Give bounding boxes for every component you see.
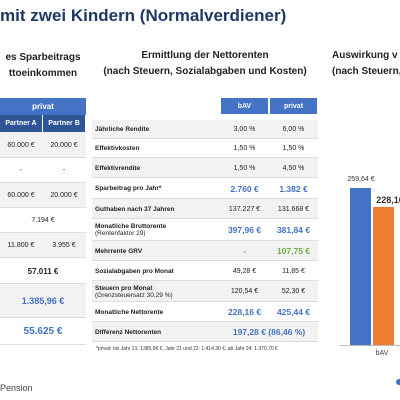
row-bg <box>92 322 318 342</box>
group-header: privat <box>0 98 86 115</box>
cell: 107,75 € <box>276 246 311 256</box>
row-bg <box>92 158 318 178</box>
row-bg <box>92 199 318 219</box>
footnote: *privat: bis Jahr 21: 1385,96 €, Jahr 21… <box>96 346 278 352</box>
label-text: Sozialabgaben pro Monat <box>95 267 174 275</box>
cell: - <box>19 167 23 174</box>
row-bg <box>0 158 86 183</box>
cell: - <box>243 246 246 256</box>
cell: 11.800 € <box>7 242 35 249</box>
bar-label: 228,16 <box>376 195 400 206</box>
heading: (nach Steuern, <box>332 66 400 77</box>
label-text: Steuern pro Monat <box>95 284 153 292</box>
label-sub: (Rentenfaktor 29) <box>95 230 146 237</box>
heading: Auswirkung v <box>332 50 398 61</box>
column-header: bAV <box>221 98 268 114</box>
row-bg <box>92 281 318 302</box>
row-label: Monatliche Nettorente <box>95 302 219 322</box>
x-label: bAV <box>375 350 389 357</box>
label-text: Effektivkosten <box>95 145 140 152</box>
row-label: Sparbeitrag pro Jahr* <box>95 178 219 199</box>
column-header: Partner B <box>43 115 85 132</box>
row-label: Monatliche Bruttorente (Rentenfaktor 29) <box>95 219 219 241</box>
cell: 60.000 € <box>7 192 35 199</box>
cell: 4,50 % <box>282 164 305 172</box>
cell: 1,50 % <box>233 164 256 172</box>
cell: 137.227 € <box>228 205 261 213</box>
cell: 2.760 € <box>230 183 259 194</box>
cell: 1,50 % <box>282 145 305 152</box>
cell: 425,44 € <box>276 307 311 317</box>
row-bg <box>92 261 318 281</box>
row-bg <box>0 132 86 158</box>
row-bg <box>92 120 318 139</box>
row-label: Jährliche Rendite <box>95 120 219 139</box>
cell: 381,84 € <box>276 225 311 235</box>
cell: 1.385,96 € <box>21 296 65 306</box>
row-bg <box>0 258 86 284</box>
row-label: Effektivrendite <box>95 158 219 178</box>
row-bg <box>0 208 86 233</box>
label-sub: (Grenzsteuersatz 30,29 %) <box>95 291 173 299</box>
row-bg <box>0 183 86 208</box>
heading: es Sparbeitrags <box>5 52 81 63</box>
cell: 57.011 € <box>27 266 59 276</box>
row-label: Differenz Nettorenten <box>95 322 219 342</box>
cell: 120,54 € <box>230 288 259 295</box>
cell: 49,28 € <box>232 267 257 275</box>
row-bg <box>92 139 318 158</box>
heading: ttoeinkommen <box>8 68 78 79</box>
row-bg <box>0 318 86 345</box>
footer: Pension <box>0 383 33 393</box>
bar <box>350 188 371 345</box>
bar <box>373 207 394 345</box>
heading: Ermittlung der Nettorenten <box>141 50 269 61</box>
cell: 1.382 € <box>279 183 308 194</box>
label-text: Differenz Nettorenten <box>95 328 162 336</box>
label-text: Monatliche Bruttorente <box>95 223 167 230</box>
label-text: Jährliche Rendite <box>95 126 150 133</box>
cell: 3.955 € <box>52 242 76 249</box>
cell: 20.000 € <box>50 141 78 149</box>
row-bg <box>92 302 318 322</box>
cell: 20.000 € <box>50 192 78 199</box>
column-header: Partner A <box>0 115 42 132</box>
column-header: privat <box>270 98 317 114</box>
heading: (nach Steuern, Sozialabgaben und Kosten) <box>103 66 307 77</box>
bar-label: 259,64 € <box>347 176 375 183</box>
cell: 55.625 € <box>23 326 63 337</box>
row-bg <box>0 233 86 258</box>
cell: 1,50 % <box>233 145 256 152</box>
legend-dot <box>396 379 400 385</box>
cell: - <box>62 167 66 174</box>
row-bg <box>0 284 86 318</box>
cell: 3,00 % <box>233 126 256 133</box>
cell: 7.194 € <box>31 217 55 224</box>
cell: 60.000 € <box>7 141 35 149</box>
row-bg <box>92 241 318 261</box>
label-text: Effektivrendite <box>95 164 141 172</box>
row-label: Effektivkosten <box>95 139 219 158</box>
cell: 6,00 % <box>282 126 305 133</box>
label-text: Guthaben nach 37 Jahren <box>95 205 175 213</box>
label-text: Mehrrente GRV <box>95 247 143 255</box>
cell: 197,28 € (86,46 %) <box>232 327 306 337</box>
row-bg <box>92 178 318 199</box>
row-label: Steuern pro Monat (Grenzsteuersatz 30,29 … <box>95 281 219 302</box>
row-label: Guthaben nach 37 Jahren <box>95 199 219 219</box>
row-bg <box>92 219 318 241</box>
cell: 52,30 € <box>281 288 306 295</box>
cell: 397,96 € <box>227 225 262 235</box>
row-label: Mehrrente GRV <box>95 241 219 261</box>
cell: 11,85 € <box>282 267 305 275</box>
cell: 131.668 € <box>277 205 310 213</box>
label-text: Sparbeitrag pro Jahr* <box>95 185 162 192</box>
axis-line <box>340 345 400 346</box>
row-label: Sozialabgaben pro Monat <box>95 261 219 281</box>
label-text: Monatliche Nettorente <box>95 308 164 316</box>
title: mit zwei Kindern (Normalverdiener) <box>0 6 287 25</box>
cell: 228,16 € <box>227 307 262 317</box>
